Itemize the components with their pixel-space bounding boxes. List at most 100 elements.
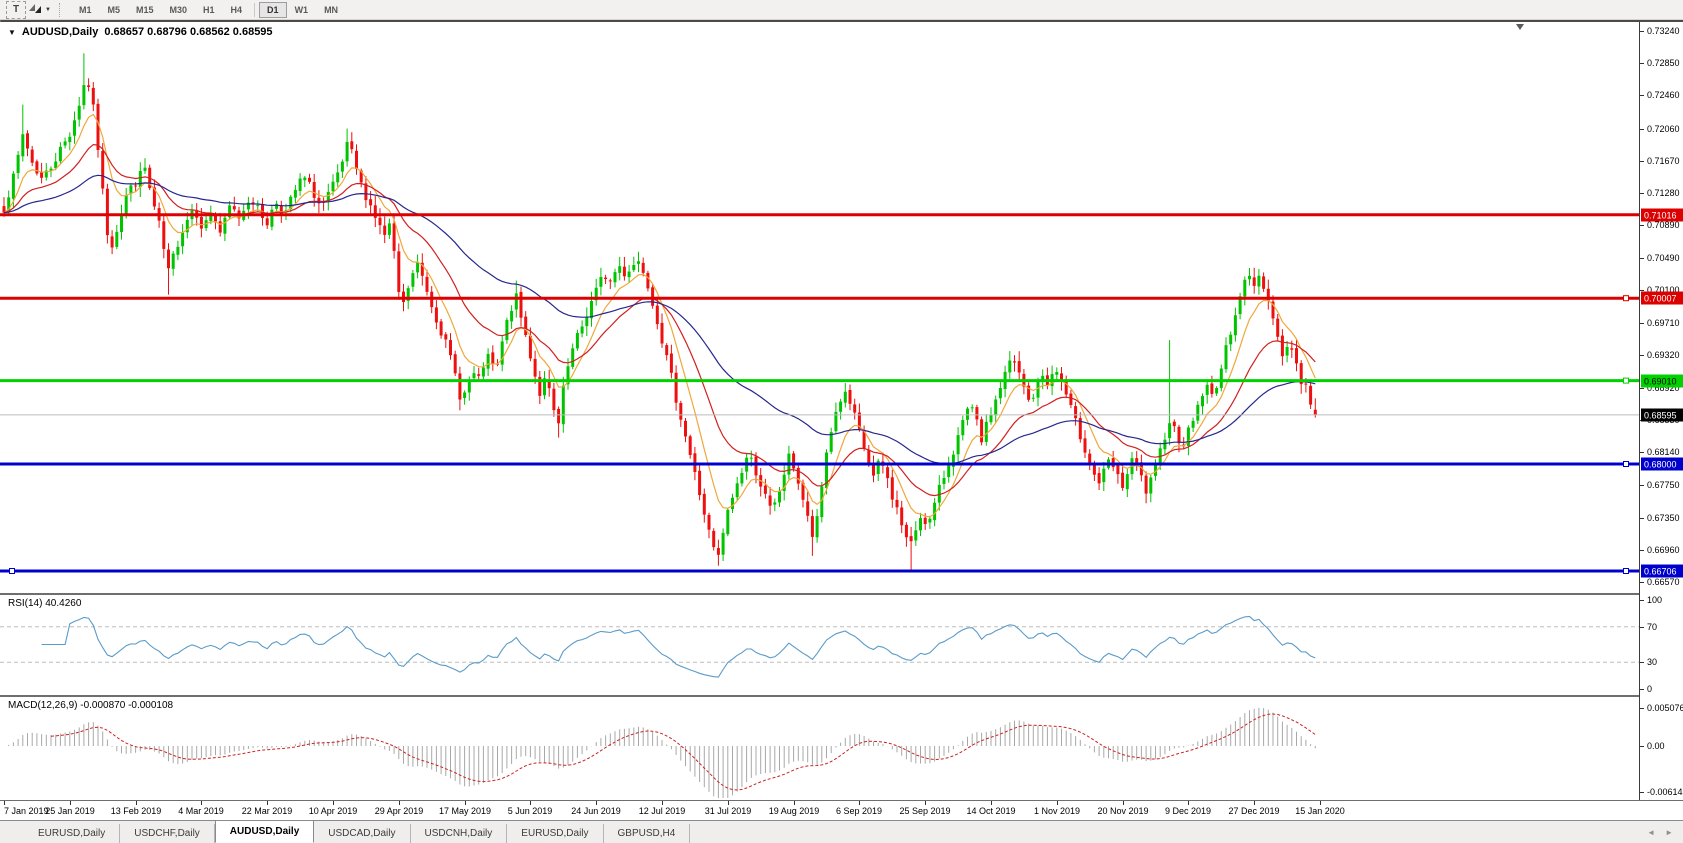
timeframe-button-h4[interactable]: H4 [230, 4, 243, 15]
toolbar-separator [254, 2, 256, 17]
date-tick-mark [267, 801, 268, 805]
axis-tick-label: 0.72850 [1647, 58, 1680, 68]
pane-divider[interactable] [0, 695, 1683, 697]
date-tick-mark [1123, 801, 1124, 805]
timeframe-button-mn[interactable]: MN [324, 4, 339, 15]
axis-tick-label: 0.66570 [1647, 577, 1680, 587]
date-label: 27 Dec 2019 [1228, 806, 1280, 816]
date-label: 19 Aug 2019 [768, 806, 820, 816]
chart-tab-bar: EURUSD,Daily USDCHF,Daily AUDUSD,Daily USDC… [0, 820, 1683, 843]
chart-title: ▼ AUDUSD,Daily 0.68657 0.68796 0.68562 0… [8, 26, 273, 38]
chevron-down-icon[interactable]: ▼ [45, 6, 51, 13]
date-tick-mark [794, 801, 795, 805]
date-tick-mark [1254, 801, 1255, 805]
level-price-label: 0.68000 [1641, 457, 1683, 471]
rsi-label: RSI(14) 40.4260 [8, 598, 82, 609]
axis-tick-mark [1640, 518, 1644, 519]
axis-tick-mark [1640, 746, 1644, 747]
axis-tick-mark [1640, 388, 1644, 389]
axis-tick-label: 0.68920 [1647, 383, 1680, 393]
timeframe-button-m5[interactable]: M5 [107, 4, 120, 15]
pane-divider[interactable] [0, 593, 1683, 595]
rsi-pane[interactable] [0, 595, 1639, 695]
timeframe-button-m15[interactable]: M15 [135, 4, 154, 15]
ma-8-line [3, 113, 1316, 518]
axis-tick-mark [1640, 63, 1644, 64]
axis-tick-label: 0.70890 [1647, 220, 1680, 230]
date-tick-mark [530, 801, 531, 805]
timeframe-button-m1[interactable]: M1 [78, 4, 92, 15]
chart-tab-audusd-daily[interactable]: AUDUSD,Daily [214, 820, 315, 843]
chart-tab-usdcad-daily[interactable]: USDCAD,Daily [314, 824, 411, 843]
hline-handle[interactable] [9, 568, 15, 574]
axis-tick-label: -0.006148 [1647, 787, 1683, 797]
chart-shift-marker[interactable] [1516, 24, 1524, 30]
date-label: 10 Apr 2019 [308, 806, 358, 816]
date-label: 17 May 2019 [438, 806, 492, 816]
axis-tick-label: 70 [1647, 622, 1658, 632]
date-label: 12 Jul 2019 [638, 806, 686, 816]
date-label: 29 Apr 2019 [374, 806, 424, 816]
date-tick-mark [1188, 801, 1189, 805]
axis-tick-label: 0.72460 [1647, 90, 1680, 100]
date-label: 22 Mar 2019 [241, 806, 293, 816]
hline-handle[interactable] [1623, 295, 1629, 302]
hline-handle[interactable] [1623, 377, 1629, 384]
axis-tick-mark [1640, 452, 1644, 453]
ma-55-line [3, 174, 1316, 465]
axis-tick-mark [1640, 290, 1644, 291]
chart-title-collapse-icon[interactable]: ▼ [8, 27, 16, 37]
level-price-label: 0.70007 [1641, 291, 1683, 305]
axis-tick-label: 0.70100 [1647, 285, 1680, 295]
axis-tick-mark [1640, 129, 1644, 130]
timeframe-button-d1[interactable]: D1 [259, 1, 287, 18]
date-axis[interactable]: 7 Jan 2019 25 Jan 2019 13 Feb 2019 4 Mar 20… [0, 801, 1639, 820]
axis-tick-label: 0.72060 [1647, 124, 1680, 134]
axis-tick-label: 0.69320 [1647, 350, 1680, 360]
date-label: 20 Nov 2019 [1097, 806, 1149, 816]
chart-tab-usdcnh-daily[interactable]: USDCNH,Daily [411, 824, 508, 843]
chart-tab-usdchf-daily[interactable]: USDCHF,Daily [120, 824, 215, 843]
price-axis[interactable]: 0.73240 0.72850 0.72460 0.72060 0.71670 0.712… [1640, 22, 1683, 800]
ma-21-line [3, 143, 1316, 497]
axis-tick-mark [1640, 708, 1644, 709]
macd-label: MACD(12,26,9) -0.000870 -0.000108 [8, 700, 174, 711]
axis-tick-label: 0.005076 [1647, 703, 1683, 713]
axis-tick-mark [1640, 355, 1644, 356]
timeframe-button-m30[interactable]: M30 [169, 4, 188, 15]
date-tick-mark [728, 801, 729, 805]
axis-tick-label: 0 [1647, 684, 1653, 694]
tab-scroll-right-icon[interactable]: ► [1665, 827, 1673, 837]
date-label: 25 Jan 2019 [45, 806, 95, 816]
text-tool-button[interactable]: T [6, 0, 26, 19]
date-tick-mark [399, 801, 400, 805]
price-chart-pane[interactable] [0, 22, 1639, 593]
axis-tick-mark [1640, 689, 1644, 690]
chart-tab-gbpusd-h4[interactable]: GBPUSD,H4 [604, 824, 691, 843]
timeframe-buttons: M1 M5 M15 M30 H1 H4 D1 W1 MN [71, 1, 346, 18]
axis-tick-mark [1640, 600, 1644, 601]
date-tick-mark [201, 801, 202, 805]
date-tick-mark [1057, 801, 1058, 805]
date-label: 13 Feb 2019 [110, 806, 162, 816]
axis-tick-mark [1640, 485, 1644, 486]
date-tick-mark [662, 801, 663, 805]
axis-tick-mark [1640, 95, 1644, 96]
level-price-label: 0.69010 [1641, 374, 1683, 388]
timeframe-button-w1[interactable]: W1 [294, 4, 309, 15]
hline-handle[interactable] [1623, 461, 1629, 467]
date-tick-mark [859, 801, 860, 805]
tab-scroll-left-icon[interactable]: ◄ [1647, 827, 1656, 837]
axis-tick-mark [1640, 31, 1644, 32]
date-label: 5 Jun 2019 [507, 806, 553, 816]
chart-tab-eurusd-daily[interactable]: EURUSD,Daily [507, 824, 604, 843]
chart-symbol-label: AUDUSD,Daily [21, 26, 99, 38]
chart-tab-eurusd-daily[interactable]: EURUSD,Daily [24, 824, 121, 843]
date-tick-mark [136, 801, 137, 805]
objects-tool-button[interactable]: ▼ [28, 2, 51, 18]
timeframe-button-h1[interactable]: H1 [203, 4, 215, 15]
macd-pane[interactable] [0, 697, 1639, 800]
hline-handle[interactable] [1623, 568, 1629, 574]
axis-tick-mark [1640, 582, 1644, 583]
